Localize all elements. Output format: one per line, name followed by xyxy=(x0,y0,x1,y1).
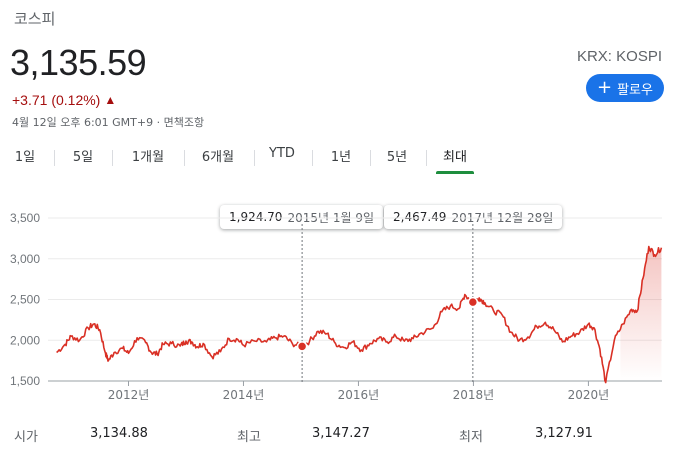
y-tick-label: 3,000 xyxy=(10,252,40,266)
index-name: 코스피 xyxy=(14,10,56,28)
timestamp-disclaimer[interactable]: 4월 12일 오후 6:01 GMT+9 · 면책조항 xyxy=(12,116,205,129)
low-value: 3,127.91 xyxy=(535,426,593,441)
tab-divider xyxy=(184,150,185,166)
tab-label: 6개월 xyxy=(201,150,235,165)
tab-1y[interactable]: 1년 xyxy=(322,146,360,176)
x-tick-label: 2018년 xyxy=(453,388,495,402)
tab-ytd[interactable]: YTD xyxy=(262,146,302,176)
tab-label: 5일 xyxy=(72,150,94,165)
tab-label: 1개월 xyxy=(131,150,165,165)
price-chart[interactable]: 1,500 2,000 2,500 3,000 3,500 2012년 2014년 2016년… xyxy=(0,200,700,410)
x-tick-label: 2012년 xyxy=(108,388,150,402)
open-value: 3,134.88 xyxy=(90,426,148,441)
tab-divider xyxy=(112,150,113,166)
chart-tooltip: 1,924.70 2015년 1월 9일 xyxy=(220,205,383,229)
low-label: 최저 xyxy=(459,430,483,445)
plus-icon: + xyxy=(597,77,613,98)
arrow-up-icon: ▲ xyxy=(104,93,117,107)
price-change-text: +3.71 (0.12%) xyxy=(12,92,101,108)
current-price: 3,135.59 xyxy=(10,42,147,83)
follow-button[interactable]: + 팔로우 xyxy=(586,74,664,102)
open-label: 시가 xyxy=(14,430,38,445)
tab-label: 1일 xyxy=(14,150,36,165)
x-tick-label: 2016년 xyxy=(338,388,380,402)
tab-divider xyxy=(54,150,55,166)
tab-max[interactable]: 최대 xyxy=(436,146,474,176)
tab-label: 최대 xyxy=(443,150,467,165)
tab-divider xyxy=(254,150,255,166)
tab-divider xyxy=(370,150,371,166)
y-tick-label: 2,000 xyxy=(10,333,40,347)
tab-1m[interactable]: 1개월 xyxy=(122,146,174,176)
tab-5d[interactable]: 5일 xyxy=(64,146,102,176)
tab-6m[interactable]: 6개월 xyxy=(192,146,244,176)
price-change: +3.71 (0.12%) ▲ xyxy=(12,92,116,108)
y-tick-label: 1,500 xyxy=(10,374,40,388)
tab-label: 1년 xyxy=(330,150,352,165)
tooltip-value: 2,467.49 xyxy=(393,210,447,224)
tab-divider xyxy=(312,150,313,166)
exchange-ticker: KRX: KOSPI xyxy=(576,48,662,65)
price-line xyxy=(56,245,663,384)
tab-label: 5년 xyxy=(386,150,408,165)
y-tick-label: 2,500 xyxy=(10,293,40,307)
crosshair-point xyxy=(296,341,308,352)
y-tick-label: 3,500 xyxy=(10,211,40,225)
x-tick-label: 2014년 xyxy=(223,388,265,402)
area-fill xyxy=(620,246,662,381)
crosshair-point xyxy=(467,296,479,308)
stats-row: 시가 3,134.88 최고 3,147.27 최저 3,127.91 xyxy=(0,426,700,446)
tab-divider xyxy=(426,150,427,166)
range-tabs: 1일 5일 1개월 6개월 YTD 1년 5년 최대 xyxy=(0,146,700,176)
follow-label: 팔로우 xyxy=(617,82,653,98)
x-tick-label: 2020년 xyxy=(568,388,610,402)
high-value: 3,147.27 xyxy=(312,426,370,441)
tooltip-value: 1,924.70 xyxy=(229,210,283,224)
tab-label: YTD xyxy=(269,146,295,161)
tab-1d[interactable]: 1일 xyxy=(6,146,44,176)
high-label: 최고 xyxy=(237,430,261,445)
tab-5y[interactable]: 5년 xyxy=(378,146,416,176)
